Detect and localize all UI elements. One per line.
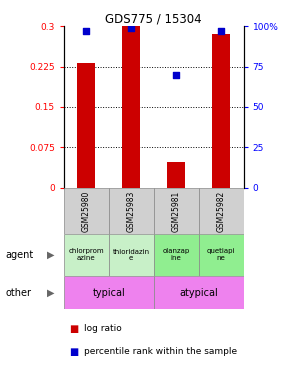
Bar [199, 234, 244, 276]
Text: typical: typical [93, 288, 125, 297]
Bar [77, 63, 95, 188]
Bar [64, 276, 154, 309]
Text: thioridazin
e: thioridazin e [113, 249, 150, 261]
Bar [199, 188, 244, 234]
Text: GSM25981: GSM25981 [172, 190, 181, 231]
Bar [167, 162, 185, 188]
Point [129, 25, 133, 31]
Text: agent: agent [6, 250, 34, 260]
Text: ▶: ▶ [47, 250, 55, 260]
Text: GSM25983: GSM25983 [127, 190, 136, 232]
Text: log ratio: log ratio [84, 324, 122, 333]
Point [219, 28, 223, 34]
Title: GDS775 / 15304: GDS775 / 15304 [105, 12, 202, 25]
Text: ■: ■ [70, 347, 79, 357]
Bar [154, 276, 244, 309]
Text: GSM25980: GSM25980 [82, 190, 91, 232]
Point [174, 72, 179, 78]
Text: ▶: ▶ [47, 288, 55, 297]
Text: ■: ■ [70, 324, 79, 334]
Bar [154, 188, 199, 234]
Bar [109, 234, 154, 276]
Bar [64, 234, 109, 276]
Text: quetiapi
ne: quetiapi ne [207, 249, 235, 261]
Text: other: other [6, 288, 32, 297]
Bar [154, 234, 199, 276]
Text: GSM25982: GSM25982 [217, 190, 226, 231]
Bar [122, 26, 140, 188]
Bar [109, 188, 154, 234]
Bar [212, 34, 230, 188]
Text: olanzap
ine: olanzap ine [163, 249, 190, 261]
Text: chlorprom
azine: chlorprom azine [68, 249, 104, 261]
Text: atypical: atypical [179, 288, 218, 297]
Point [84, 28, 89, 34]
Text: percentile rank within the sample: percentile rank within the sample [84, 347, 237, 356]
Bar [64, 188, 109, 234]
